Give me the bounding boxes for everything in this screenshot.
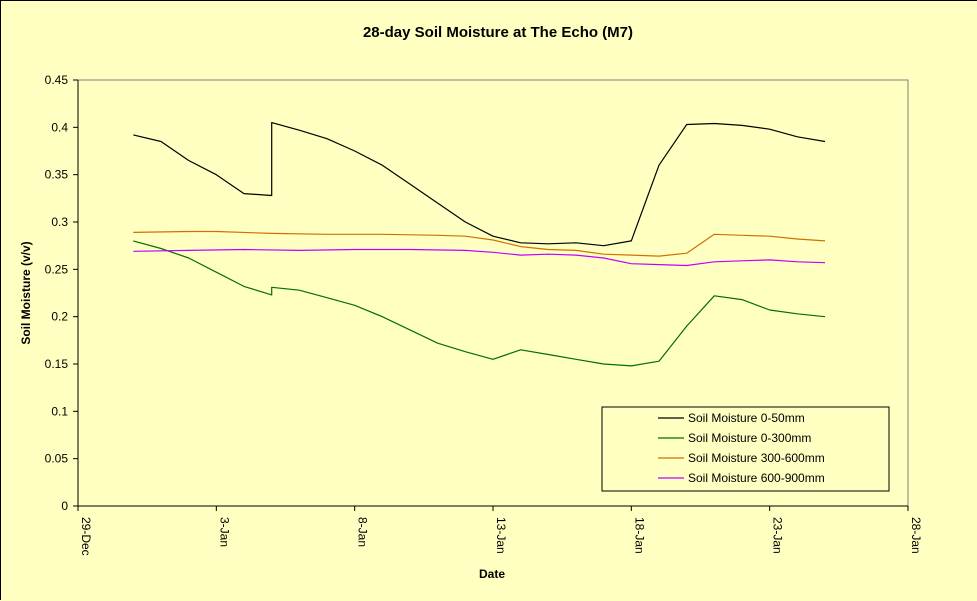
x-tick-label: 28-Jan (909, 517, 923, 554)
y-tick-label: 0.05 (45, 452, 69, 466)
y-axis-title: Soil Moisture (v/v) (19, 241, 33, 344)
y-tick-label: 0.45 (45, 73, 69, 87)
series-line-4 (133, 248, 826, 267)
y-tick-label: 0.3 (51, 215, 68, 229)
series-line-3 (133, 230, 826, 257)
legend-label: Soil Moisture 0-50mm (688, 411, 805, 425)
x-tick-label: 23-Jan (771, 517, 785, 554)
legend-label: Soil Moisture 600-900mm (688, 471, 825, 485)
chart-title: 28-day Soil Moisture at The Echo (M7) (363, 24, 633, 41)
legend-box (601, 406, 890, 492)
y-tick-label: 0.25 (45, 262, 69, 276)
chart-legend: Soil Moisture 0-50mm Soil Moisture 0-300m… (601, 406, 890, 492)
y-tick-label: 0.2 (51, 310, 68, 324)
series-line-1 (133, 121, 826, 247)
y-tick-label: 0.35 (45, 168, 69, 182)
y-tick-label: 0.1 (51, 404, 68, 418)
x-tick-label: 8-Jan (356, 517, 370, 547)
x-axis-ticks: 29-Dec 3-Jan 8-Jan 13-Jan 18-Jan 23-Jan 28-Jan (77, 506, 923, 556)
x-tick-label: 3-Jan (217, 517, 231, 547)
legend-label: Soil Moisture 300-600mm (688, 451, 825, 465)
y-tick-label: 0 (61, 499, 68, 513)
y-tick-label: 0.15 (45, 357, 69, 371)
x-tick-label: 13-Jan (494, 517, 508, 554)
x-tick-label: 29-Dec (79, 517, 93, 556)
series-layer (133, 121, 826, 367)
y-tick-label: 0.4 (51, 120, 68, 134)
legend-label: Soil Moisture 0-300mm (688, 431, 811, 445)
x-axis-title: Date (479, 567, 505, 581)
x-tick-label: 18-Jan (632, 517, 646, 554)
y-axis-ticks: 0 0.05 0.1 0.15 0.2 0.25 0.3 0.35 0.4 0.45 (45, 73, 78, 513)
series-line-2 (133, 240, 826, 367)
